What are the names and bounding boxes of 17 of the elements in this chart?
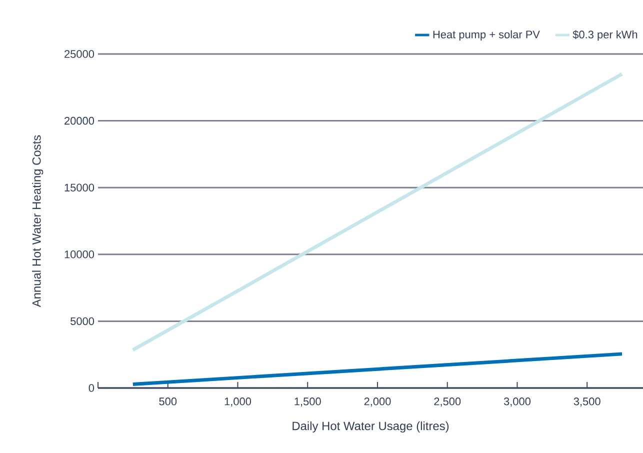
y-tick-label: 5000 <box>70 317 94 326</box>
x-tick-label: 1,500 <box>294 398 321 407</box>
x-tick-label: 1,000 <box>224 398 252 407</box>
x-tick-label: 3,500 <box>574 398 600 407</box>
y-tick-label: 0 <box>88 384 94 392</box>
legend-label: $0.3 per kWh <box>572 30 638 41</box>
y-tick-label: 25000 <box>64 50 94 58</box>
x-axis-title: Daily Hot Water Usage (litres) <box>292 421 449 433</box>
y-tick-label: 20000 <box>64 116 94 125</box>
y-tick-label: 10000 <box>64 250 94 258</box>
y-tick-label: 15000 <box>64 184 94 192</box>
y-axis-title: Annual Hot Water Heating Costs <box>32 135 44 308</box>
x-tick-label: 3,000 <box>504 398 530 407</box>
x-tick-label: 500 <box>159 398 177 406</box>
legend-label: Heat pump + solar PV <box>433 30 540 40</box>
x-tick-label: 2,000 <box>364 398 391 407</box>
x-tick-label: 2,500 <box>434 398 461 407</box>
